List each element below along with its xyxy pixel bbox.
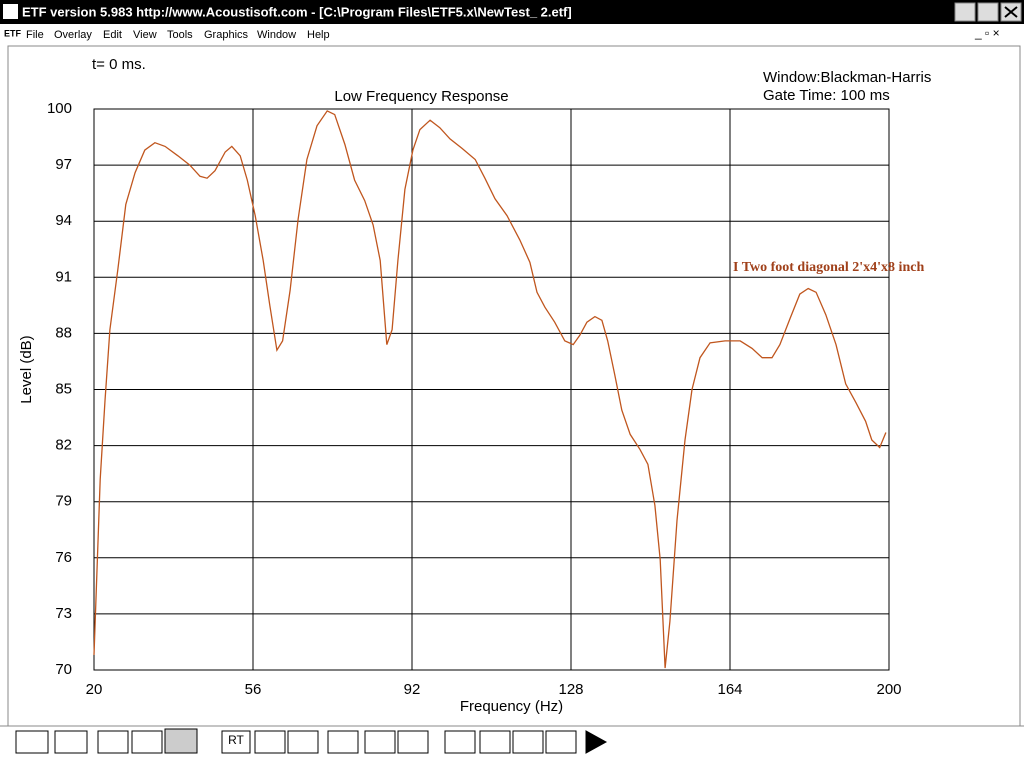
- plot: 70 73 76 79 82 85 88 91 94 97 100 20 56 92 128 164 200 Lo…: [18, 88, 924, 715]
- toolbar: RT: [0, 725, 1024, 754]
- x-axis-label: Frequency (Hz): [460, 698, 563, 715]
- menu-item[interactable]: Overlay: [54, 29, 92, 41]
- legend-label: I Two foot diagonal 2'x4'x8 inch: [733, 260, 924, 275]
- minimize-button[interactable]: [954, 2, 976, 22]
- menu-icon: ETF: [4, 28, 22, 38]
- y-tick-label: 88: [55, 324, 72, 341]
- app-icon: [3, 4, 18, 19]
- y-tick-label: 85: [55, 380, 72, 397]
- rt-button[interactable]: [221, 730, 251, 754]
- y-tick-label: 70: [55, 661, 72, 678]
- x-tick-label: 128: [558, 681, 583, 698]
- time-label: t= 0 ms.: [92, 56, 146, 73]
- window-controls[interactable]: [954, 2, 1022, 22]
- window-type: Window:Blackman-Harris: [763, 69, 931, 86]
- window-title: ETF version 5.983 http://www.Acoustisoft…: [22, 4, 572, 19]
- rt-label: RT: [228, 733, 244, 747]
- menu-bar: [0, 24, 1024, 44]
- x-tick-label: 20: [86, 681, 103, 698]
- menu-item[interactable]: Window: [257, 29, 296, 41]
- gate-time: Gate Time: 100 ms: [763, 87, 890, 104]
- y-tick-label: 100: [47, 100, 72, 117]
- menu-items: File Overlay Edit View Tools Graphics Window He…: [26, 29, 330, 41]
- y-axis-label: Level (dB): [18, 335, 35, 403]
- menu-item[interactable]: File: [26, 29, 44, 41]
- y-tick-label: 82: [55, 437, 72, 454]
- menu-item[interactable]: Edit: [103, 29, 122, 41]
- x-tick-label: 164: [717, 681, 742, 698]
- y-tick-label: 79: [55, 493, 72, 510]
- maximize-button[interactable]: [977, 2, 999, 22]
- menu-item[interactable]: Tools: [167, 29, 193, 41]
- chart-title: Low Frequency Response: [334, 88, 508, 105]
- menu-item[interactable]: Help: [307, 29, 330, 41]
- mdi-controls[interactable]: _ ▫ ×: [974, 26, 1000, 40]
- menu-item[interactable]: Graphics: [204, 29, 249, 41]
- y-tick-label: 91: [55, 268, 72, 285]
- y-tick-label: 76: [55, 549, 72, 566]
- x-tick-label: 56: [245, 681, 262, 698]
- toolbar-buttons[interactable]: [15, 728, 608, 754]
- x-tick-label: 200: [876, 681, 901, 698]
- x-tick-label: 92: [404, 681, 421, 698]
- y-tick-label: 94: [55, 212, 72, 229]
- close-glyph: [1004, 6, 1018, 18]
- client-area: [7, 45, 1021, 727]
- data-line: [93, 110, 887, 669]
- menu-item[interactable]: View: [133, 29, 157, 41]
- y-tick-label: 73: [55, 605, 72, 622]
- title-bar: [0, 0, 1024, 24]
- y-tick-label: 97: [55, 156, 72, 173]
